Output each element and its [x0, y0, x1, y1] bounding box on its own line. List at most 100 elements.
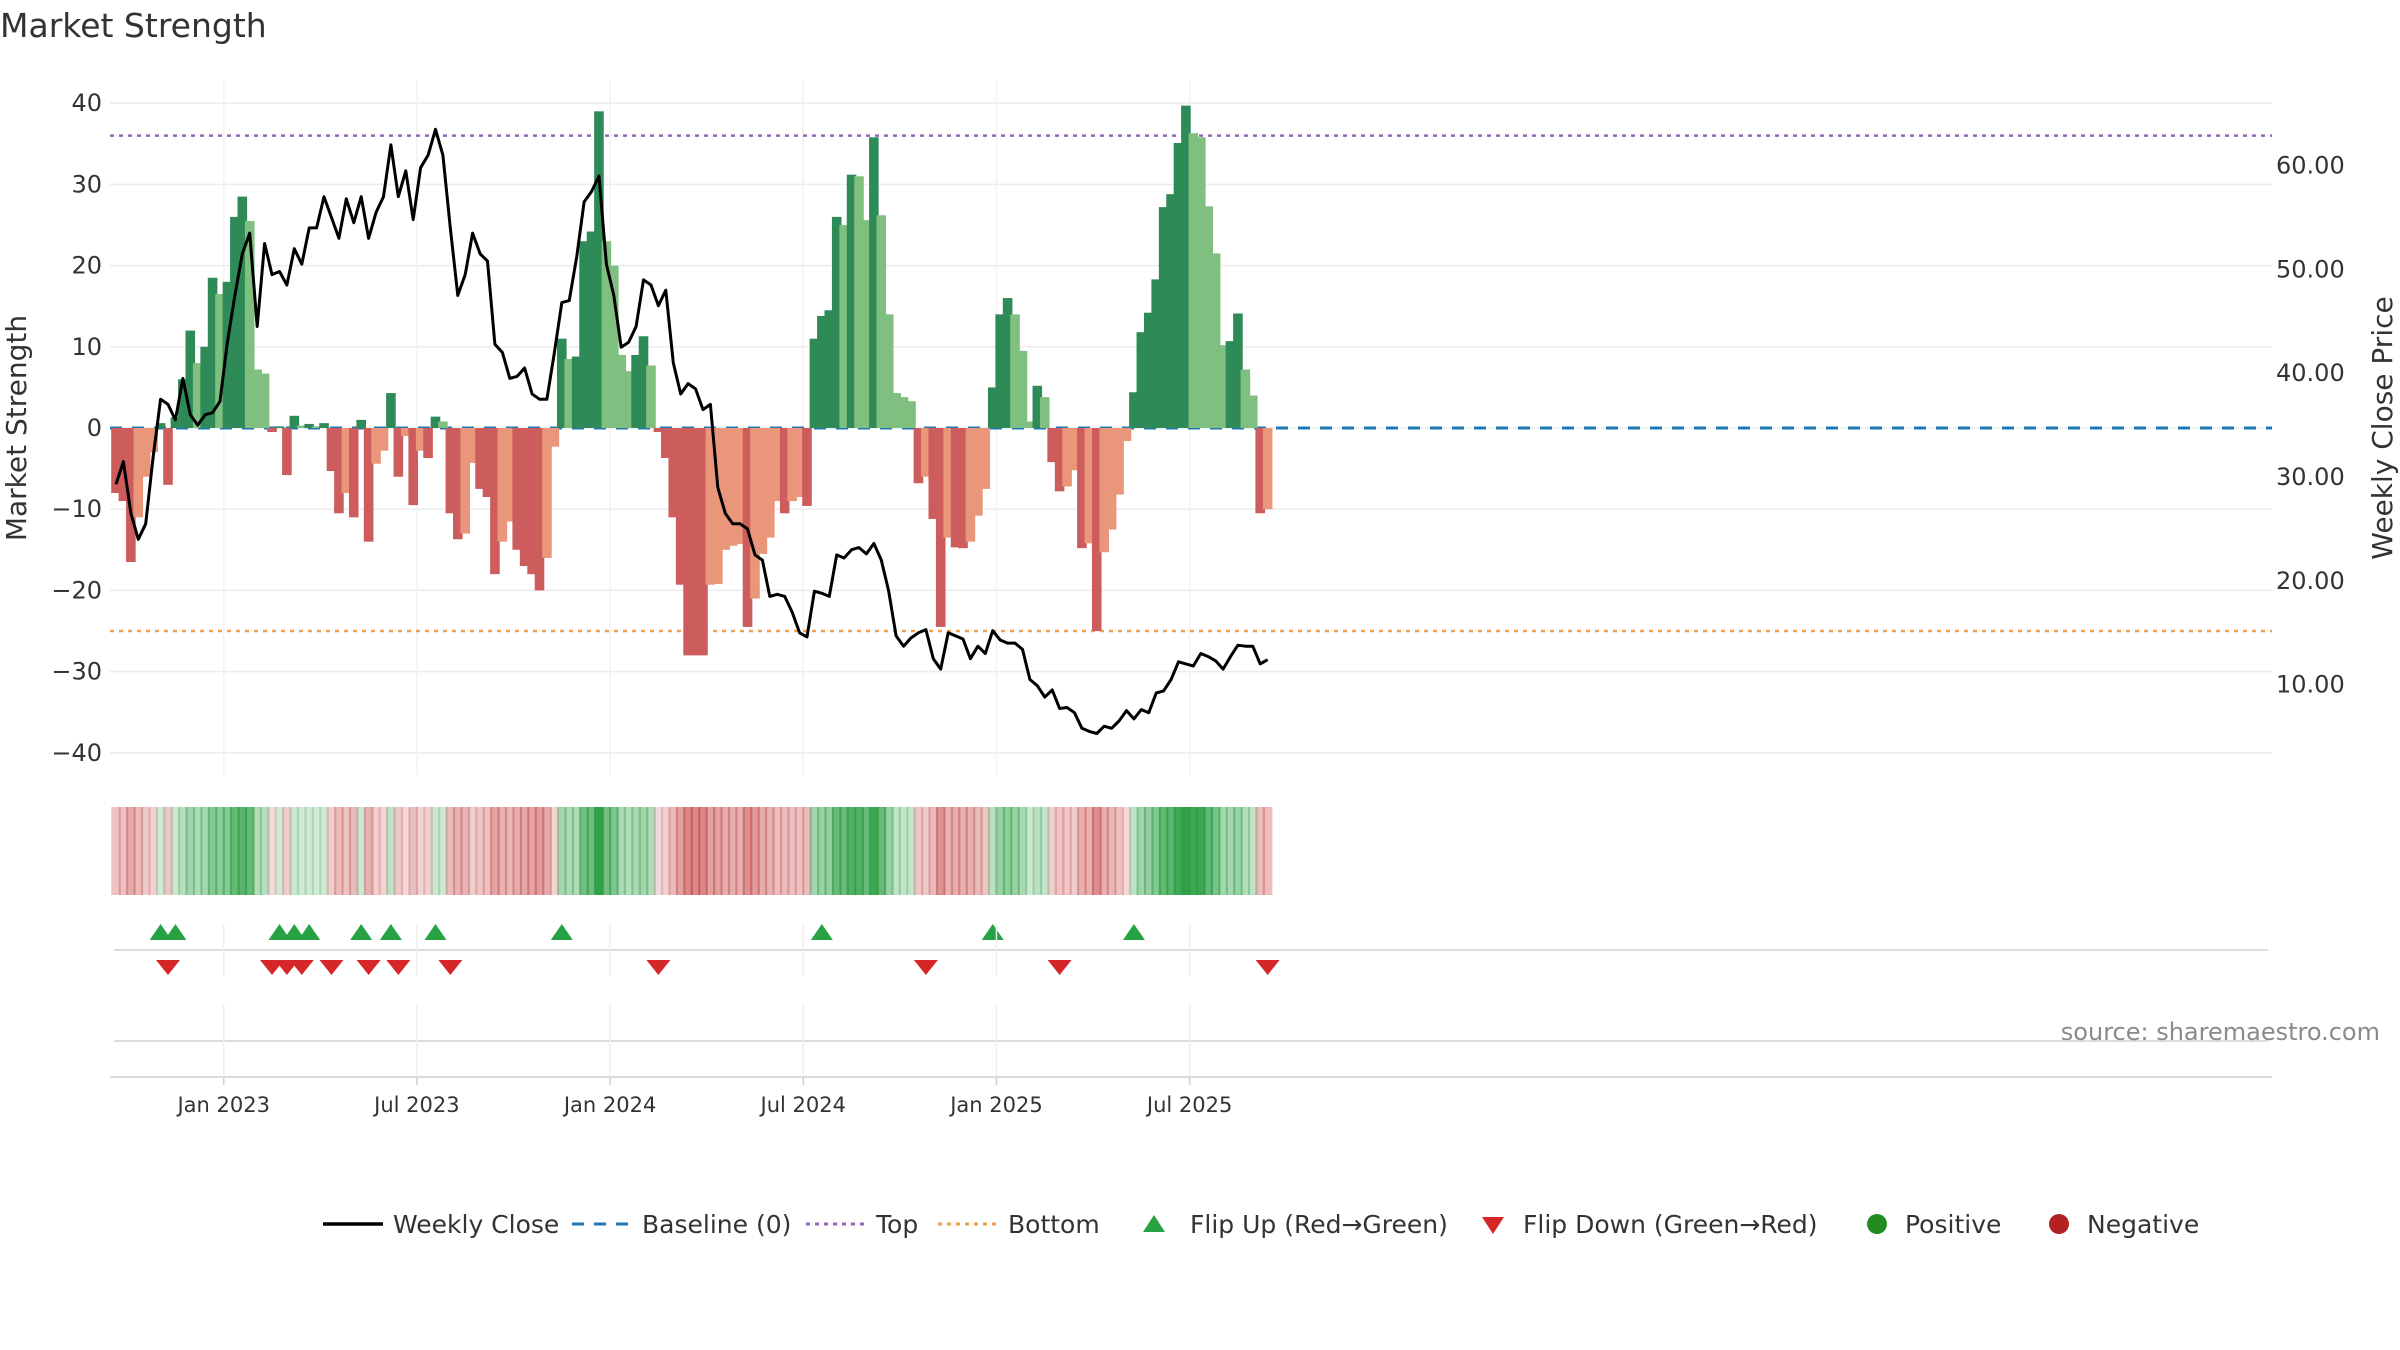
strip-cell — [1233, 807, 1243, 895]
strip-cell — [913, 807, 924, 895]
strength-bar — [126, 428, 136, 562]
legend-swatch — [1482, 1217, 1504, 1234]
strip-cell — [259, 807, 270, 895]
strength-bar — [1129, 392, 1139, 428]
strength-bar — [178, 379, 188, 428]
strip-cell — [1158, 807, 1169, 895]
strength-bar — [1017, 350, 1028, 428]
strip-cell — [1203, 807, 1214, 895]
strength-bar — [1136, 332, 1147, 428]
strip-cell — [735, 807, 745, 895]
legend-label: Weekly Close — [393, 1210, 559, 1239]
strength-bar — [244, 220, 255, 428]
right-tick-label: 40.00 — [2276, 359, 2345, 387]
strength-bar — [1210, 253, 1221, 428]
strip-cell — [222, 807, 233, 895]
strip-cell — [289, 807, 300, 895]
strength-bar — [341, 428, 352, 493]
strength-bar — [1002, 298, 1013, 428]
strength-bar — [1218, 345, 1228, 428]
strip-cell — [638, 807, 649, 895]
strength-bar — [1084, 428, 1095, 544]
strength-bar — [705, 428, 716, 585]
strip-cell — [1255, 807, 1266, 895]
legend-label: Negative — [2087, 1210, 2199, 1239]
strip-cell — [230, 807, 240, 895]
strength-bar — [452, 428, 463, 540]
flip-up-marker — [379, 924, 402, 940]
strength-bar — [1143, 312, 1154, 428]
strength-bar — [482, 428, 493, 498]
left-tick-label: 0 — [87, 414, 102, 442]
flip-up-marker — [164, 924, 187, 940]
x-tick-label: Jul 2025 — [1145, 1093, 1232, 1117]
strip-cell — [1069, 807, 1080, 895]
strength-bar — [252, 369, 262, 428]
legend-label: Baseline (0) — [642, 1210, 791, 1239]
right-axis-label: Weekly Close Price — [2366, 296, 2399, 559]
strength-bar — [438, 421, 448, 428]
strip-cell — [207, 807, 218, 895]
strip-cell — [304, 807, 314, 895]
strip-cell — [683, 807, 693, 895]
strength-bar — [609, 265, 619, 428]
strip-cell — [415, 807, 426, 895]
strength-bar — [430, 416, 441, 428]
right-tick-label: 20.00 — [2276, 567, 2345, 595]
right-axis: 60.00 50.00 40.00 30.00 20.00 10.00 — [2276, 152, 2345, 699]
strip-cell — [965, 807, 976, 895]
strip-cell — [326, 807, 337, 895]
strength-bar — [928, 428, 939, 519]
strip-cell — [363, 807, 374, 895]
strip-cell — [267, 807, 277, 895]
strength-bar — [846, 174, 857, 428]
strip-cell — [943, 807, 953, 895]
strip-cell — [118, 807, 129, 895]
strength-bar — [311, 426, 322, 428]
strength-bar — [638, 336, 649, 428]
flip-down-marker — [386, 960, 411, 975]
strength-bar — [348, 428, 359, 518]
strip-cell — [1077, 807, 1087, 895]
flip-up-marker — [550, 924, 573, 940]
strip-cell — [601, 807, 612, 895]
strip-cell — [319, 807, 329, 895]
strip-cell — [802, 807, 812, 895]
strength-bars — [111, 105, 1273, 656]
strip-cell — [1225, 807, 1236, 895]
strip-cell — [824, 807, 835, 895]
strip-cell — [504, 807, 515, 895]
strip-cell — [750, 807, 760, 895]
strip-cell — [1054, 807, 1065, 895]
strip-cell — [646, 807, 656, 895]
strength-bar — [690, 428, 701, 656]
strength-bar — [906, 401, 916, 428]
flip-up-marker — [149, 924, 172, 940]
strength-bar — [460, 428, 471, 534]
strip-cell — [460, 807, 471, 895]
strip-cell — [698, 807, 708, 895]
strip-cell — [594, 807, 604, 895]
strength-bar — [111, 428, 121, 493]
strip-cell — [282, 807, 292, 895]
legend-label: Bottom — [1008, 1210, 1100, 1239]
strength-bar — [1121, 428, 1132, 441]
strength-bar — [319, 423, 329, 428]
strip-cell — [467, 807, 478, 895]
strength-bar — [861, 220, 872, 428]
left-tick-label: 40 — [71, 89, 102, 117]
strip-cell — [950, 807, 961, 895]
strength-bar — [296, 425, 307, 428]
strength-bar — [282, 428, 292, 476]
strength-bar — [1151, 279, 1161, 428]
strip-cell — [371, 807, 381, 895]
strength-bar — [1039, 397, 1050, 428]
strip-cell — [1099, 807, 1109, 895]
strip-cell — [623, 807, 634, 895]
strength-bar — [646, 365, 656, 428]
strip-cell — [1173, 807, 1184, 895]
strip-cell — [170, 807, 181, 895]
strength-bar — [467, 428, 478, 463]
strip-cell — [690, 807, 701, 895]
strip-cell — [163, 807, 173, 895]
